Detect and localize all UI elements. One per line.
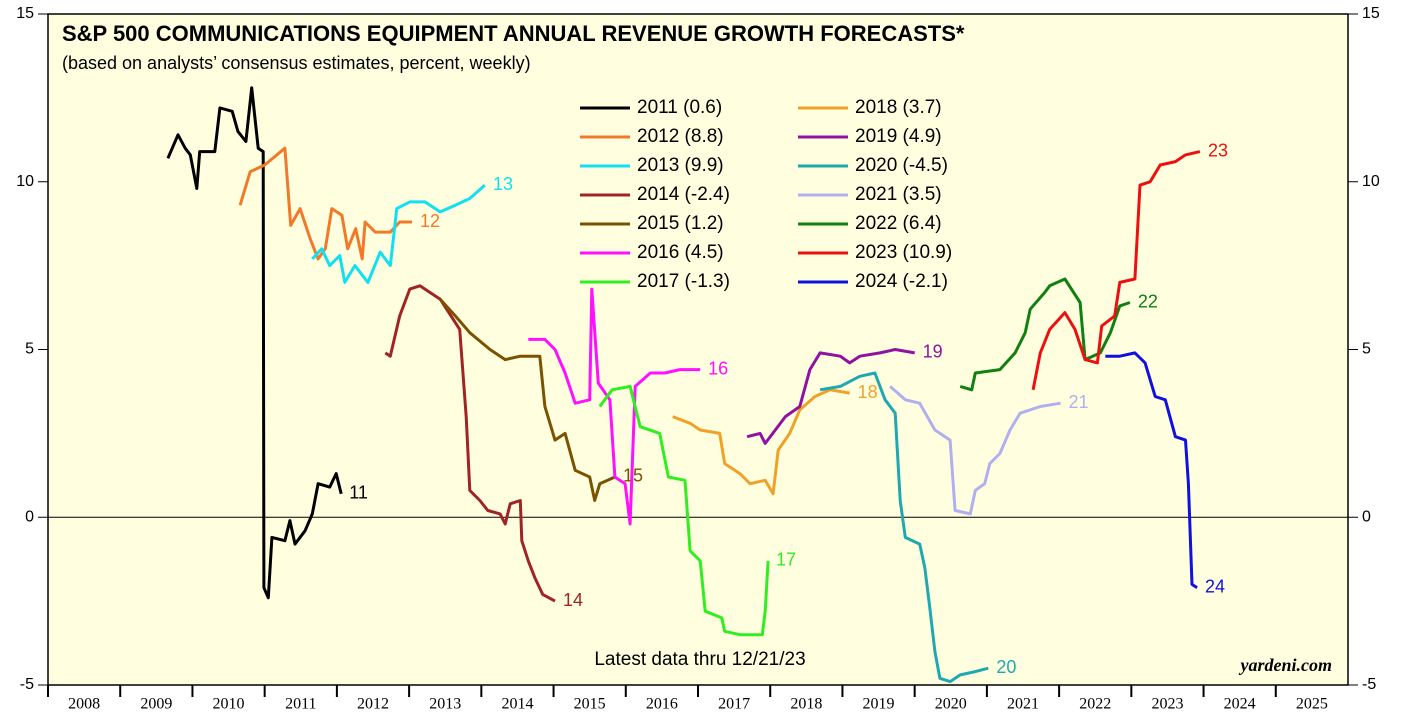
legend-label: 2021 (3.5) (855, 184, 942, 205)
end-label: 18 (858, 382, 878, 402)
legend-label: 2014 (-2.4) (637, 184, 730, 205)
end-label: 20 (996, 657, 1016, 677)
x-tick-label: 2022 (1079, 696, 1111, 713)
legend-label: 2023 (10.9) (855, 242, 952, 263)
legend-label: 2012 (8.8) (637, 126, 724, 147)
x-tick-label: 2014 (501, 696, 533, 713)
y2-tick-label: -5 (1362, 676, 1376, 693)
x-tick-label: 2018 (790, 696, 822, 713)
x-tick-label: 2010 (213, 696, 245, 713)
y-tick-label: -5 (20, 676, 34, 693)
legend-label: 2016 (4.5) (637, 242, 724, 263)
legend-label: 2024 (-2.1) (855, 271, 948, 292)
series-line (959, 277, 1131, 392)
x-tick-label: 2021 (1007, 696, 1039, 713)
series-line (439, 298, 616, 502)
y2-tick-label: 15 (1362, 5, 1380, 22)
legend-label: 2017 (-1.3) (637, 271, 730, 292)
chart-subtitle: (based on analysts’ consensus estimates,… (62, 53, 531, 73)
legend-label: 2019 (4.9) (855, 126, 942, 147)
series-line (166, 86, 343, 600)
end-label: 24 (1205, 576, 1225, 596)
end-label: 12 (420, 211, 440, 231)
end-label: 21 (1069, 392, 1089, 412)
x-tick-label: 2016 (646, 696, 678, 713)
series-line (598, 384, 770, 637)
end-label: 19 (923, 342, 943, 362)
y-tick-label: 0 (25, 508, 34, 525)
legend-label: 2011 (0.6) (637, 97, 722, 118)
y2-tick-label: 10 (1362, 173, 1380, 190)
x-tick-label: 2025 (1296, 696, 1328, 713)
end-label: 14 (563, 590, 583, 610)
x-tick-label: 2011 (285, 696, 316, 713)
x-tick-label: 2013 (429, 696, 461, 713)
x-tick-label: 2017 (718, 696, 750, 713)
x-tick-label: 2015 (574, 696, 606, 713)
x-tick-label: 2008 (68, 696, 100, 713)
series-line (1105, 351, 1198, 589)
x-tick-label: 2009 (140, 696, 172, 713)
series-line (1031, 150, 1201, 391)
series-line (746, 348, 915, 445)
x-tick-label: 2019 (863, 696, 895, 713)
source: yardeni.com (1239, 655, 1333, 675)
annotation: Latest data thru 12/21/23 (594, 649, 805, 670)
y2-tick-label: 0 (1362, 508, 1371, 525)
series-line (889, 385, 1061, 516)
end-label: 17 (776, 550, 796, 570)
end-label: 16 (708, 358, 728, 378)
legend-label: 2020 (-4.5) (855, 155, 948, 176)
end-label: 13 (493, 174, 513, 194)
legend-label: 2013 (9.9) (637, 155, 724, 176)
series-line (672, 388, 850, 496)
series-line (311, 183, 486, 284)
series-line (238, 146, 412, 261)
series-line (528, 287, 701, 526)
x-tick-label: 2012 (357, 696, 389, 713)
end-label: 22 (1138, 291, 1158, 311)
legend-label: 2022 (6.4) (855, 213, 942, 234)
legend-label: 2018 (3.7) (855, 97, 942, 118)
x-tick-label: 2024 (1224, 696, 1256, 713)
x-tick-label: 2023 (1151, 696, 1183, 713)
legend-label: 2015 (1.2) (637, 213, 724, 234)
end-label: 23 (1208, 140, 1228, 160)
chart-title: S&P 500 COMMUNICATIONS EQUIPMENT ANNUAL … (62, 21, 965, 46)
series-line (384, 284, 556, 603)
end-label: 11 (349, 483, 368, 503)
y-tick-label: 10 (16, 173, 34, 190)
x-tick-label: 2020 (935, 696, 967, 713)
y-tick-label: 5 (25, 341, 34, 358)
y-tick-label: 15 (16, 5, 34, 22)
y2-tick-label: 5 (1362, 341, 1371, 358)
series-line (819, 371, 989, 684)
